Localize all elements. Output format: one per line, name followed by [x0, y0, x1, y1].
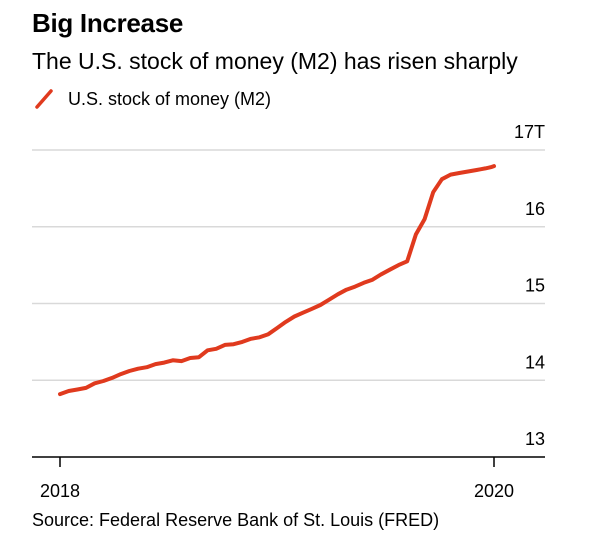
series-layer: [58, 164, 496, 397]
legend-swatch-icon: [35, 89, 53, 109]
y-tick-label: 13: [525, 429, 545, 449]
y-tick-label: 16: [525, 199, 545, 219]
legend-label: U.S. stock of money (M2): [68, 88, 272, 109]
x-tick-label: 2020: [474, 481, 514, 501]
tick-labels: 13 14 15 16 17T 2018 2020: [40, 122, 545, 501]
y-tick-label: 17T: [514, 122, 545, 142]
y-tick-label: 15: [525, 276, 545, 296]
legend: U.S. stock of money (M2): [34, 88, 271, 110]
source-note: Source: Federal Reserve Bank of St. Loui…: [32, 510, 440, 530]
x-tick-label: 2018: [40, 481, 80, 501]
gridlines: [32, 149, 545, 381]
x-axis: [32, 456, 545, 467]
y-tick-label: 14: [525, 352, 545, 372]
chart-subtitle: The U.S. stock of money (M2) has risen s…: [32, 48, 518, 74]
chart-title: Big Increase: [32, 8, 184, 38]
series-line-m2: [58, 164, 496, 397]
